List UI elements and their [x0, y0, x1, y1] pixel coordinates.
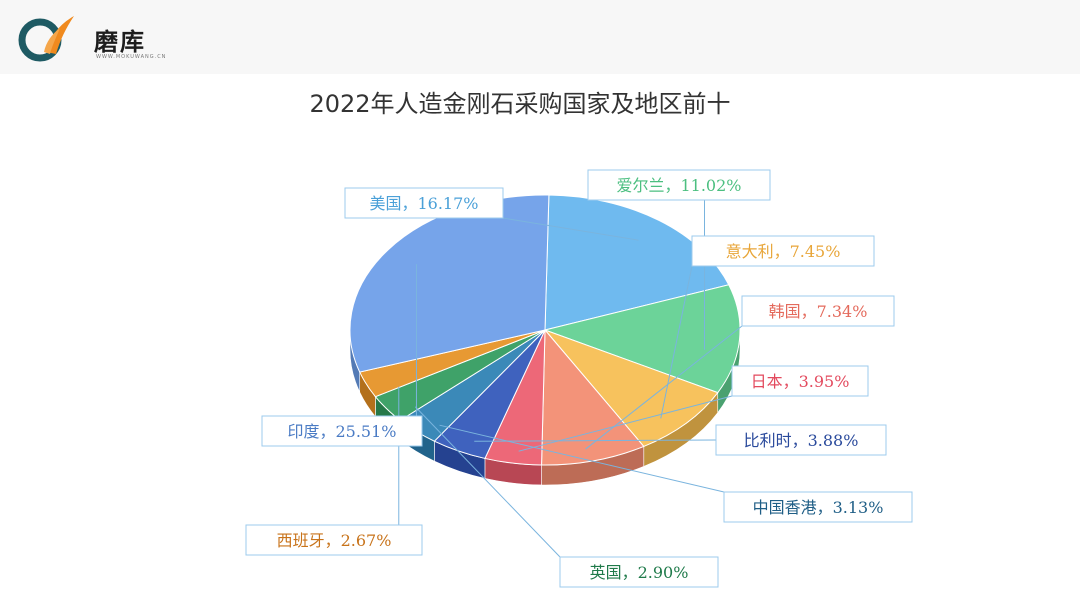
label-box-西班牙: [245, 524, 423, 556]
label-leader-中国香港: [439, 424, 725, 493]
data-label-西班牙: 西班牙，2.67%: [277, 531, 392, 550]
chart-title-text: 2022年人造金刚石采购国家及地区前十: [309, 90, 731, 118]
pie-slice-韩国: [541, 328, 645, 466]
data-label-韩国: 韩国，7.34%: [769, 302, 868, 321]
label-box-韩国: [741, 295, 895, 327]
label-leader-英国: [414, 406, 561, 558]
label-box-中国香港: [723, 491, 913, 523]
data-label-中国香港: 中国香港，3.13%: [753, 498, 884, 517]
chart-title: 2022年人造金刚石采购国家及地区前十: [0, 84, 1080, 119]
label-box-比利时: [715, 424, 887, 456]
label-box-意大利: [691, 235, 875, 267]
pie-slice-意大利: [543, 328, 719, 448]
label-leader-韩国: [585, 325, 743, 450]
brand-mark-icon: [18, 16, 74, 62]
brand-name: 磨库: [94, 28, 146, 56]
data-label-意大利: 意大利，7.45%: [726, 242, 841, 261]
label-box-美国: [344, 187, 504, 219]
brand-logo: 磨库 WWW.MOKUWANG.CN: [16, 12, 166, 64]
data-label-美国: 美国，16.17%: [369, 194, 478, 213]
data-label-英国: 英国，2.90%: [590, 563, 689, 582]
slice-labels: 美国，16.17% 爱尔兰，11.02% 意大利，7.45% 韩国，7.34% 日本，3…: [245, 169, 913, 588]
pie-slices: [349, 194, 741, 466]
label-leader-美国: [502, 217, 639, 241]
header-band: [0, 0, 1080, 74]
data-label-比利时: 比利时，3.88%: [744, 431, 859, 450]
brand-url: WWW.MOKUWANG.CN: [96, 54, 167, 60]
data-label-爱尔兰: 爱尔兰，11.02%: [616, 176, 741, 195]
label-box-英国: [559, 556, 719, 588]
label-leader-意大利: [660, 265, 693, 419]
label-leader-日本: [518, 395, 733, 452]
pie-slice-美国: [544, 194, 730, 331]
label-box-爱尔兰: [587, 169, 771, 201]
label-box-印度: [261, 415, 423, 447]
data-label-印度: 印度，25.51%: [287, 422, 396, 441]
label-box-日本: [731, 365, 869, 397]
label-leader-比利时: [474, 439, 717, 442]
data-label-日本: 日本，3.95%: [751, 372, 850, 391]
